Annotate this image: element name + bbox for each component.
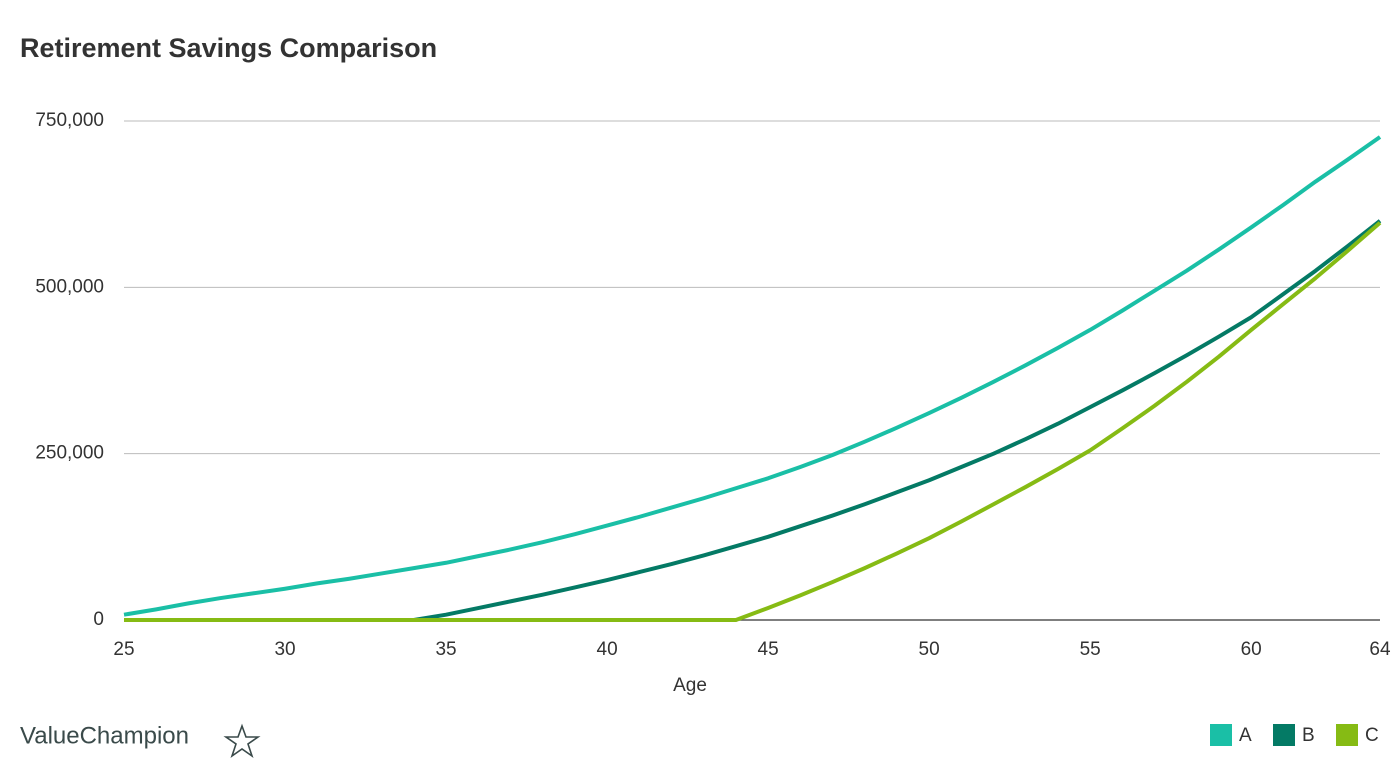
series-line	[123, 135, 1382, 617]
x-tick-label: 40	[597, 639, 618, 660]
y-tick-label: 750,000	[35, 110, 104, 131]
legend-label: A	[1239, 725, 1252, 746]
x-axis-label: Age	[673, 675, 707, 696]
brand-logo: ValueChampion	[20, 722, 189, 749]
x-tick-label: 25	[113, 639, 134, 660]
legend-swatch	[1210, 724, 1232, 746]
x-tick-label: 30	[274, 639, 295, 660]
y-tick-label: 500,000	[35, 276, 104, 297]
series-line	[124, 221, 1382, 622]
legend-swatch	[1273, 724, 1295, 746]
y-tick-label: 0	[93, 609, 104, 630]
x-tick-label: 35	[435, 639, 456, 660]
x-tick-label: 50	[919, 639, 940, 660]
x-tick-label: 55	[1080, 639, 1101, 660]
y-tick-label: 250,000	[35, 443, 104, 464]
x-tick-label: 64	[1369, 639, 1391, 660]
brand-star	[223, 723, 261, 759]
series-line	[124, 219, 1382, 622]
x-tick-label: 60	[1241, 639, 1262, 660]
legend-label: C	[1365, 725, 1379, 746]
chart-title: Retirement Savings Comparison	[20, 33, 437, 63]
x-tick-label: 45	[758, 639, 779, 660]
legend-swatch	[1336, 724, 1358, 746]
legend-label: B	[1302, 725, 1315, 746]
